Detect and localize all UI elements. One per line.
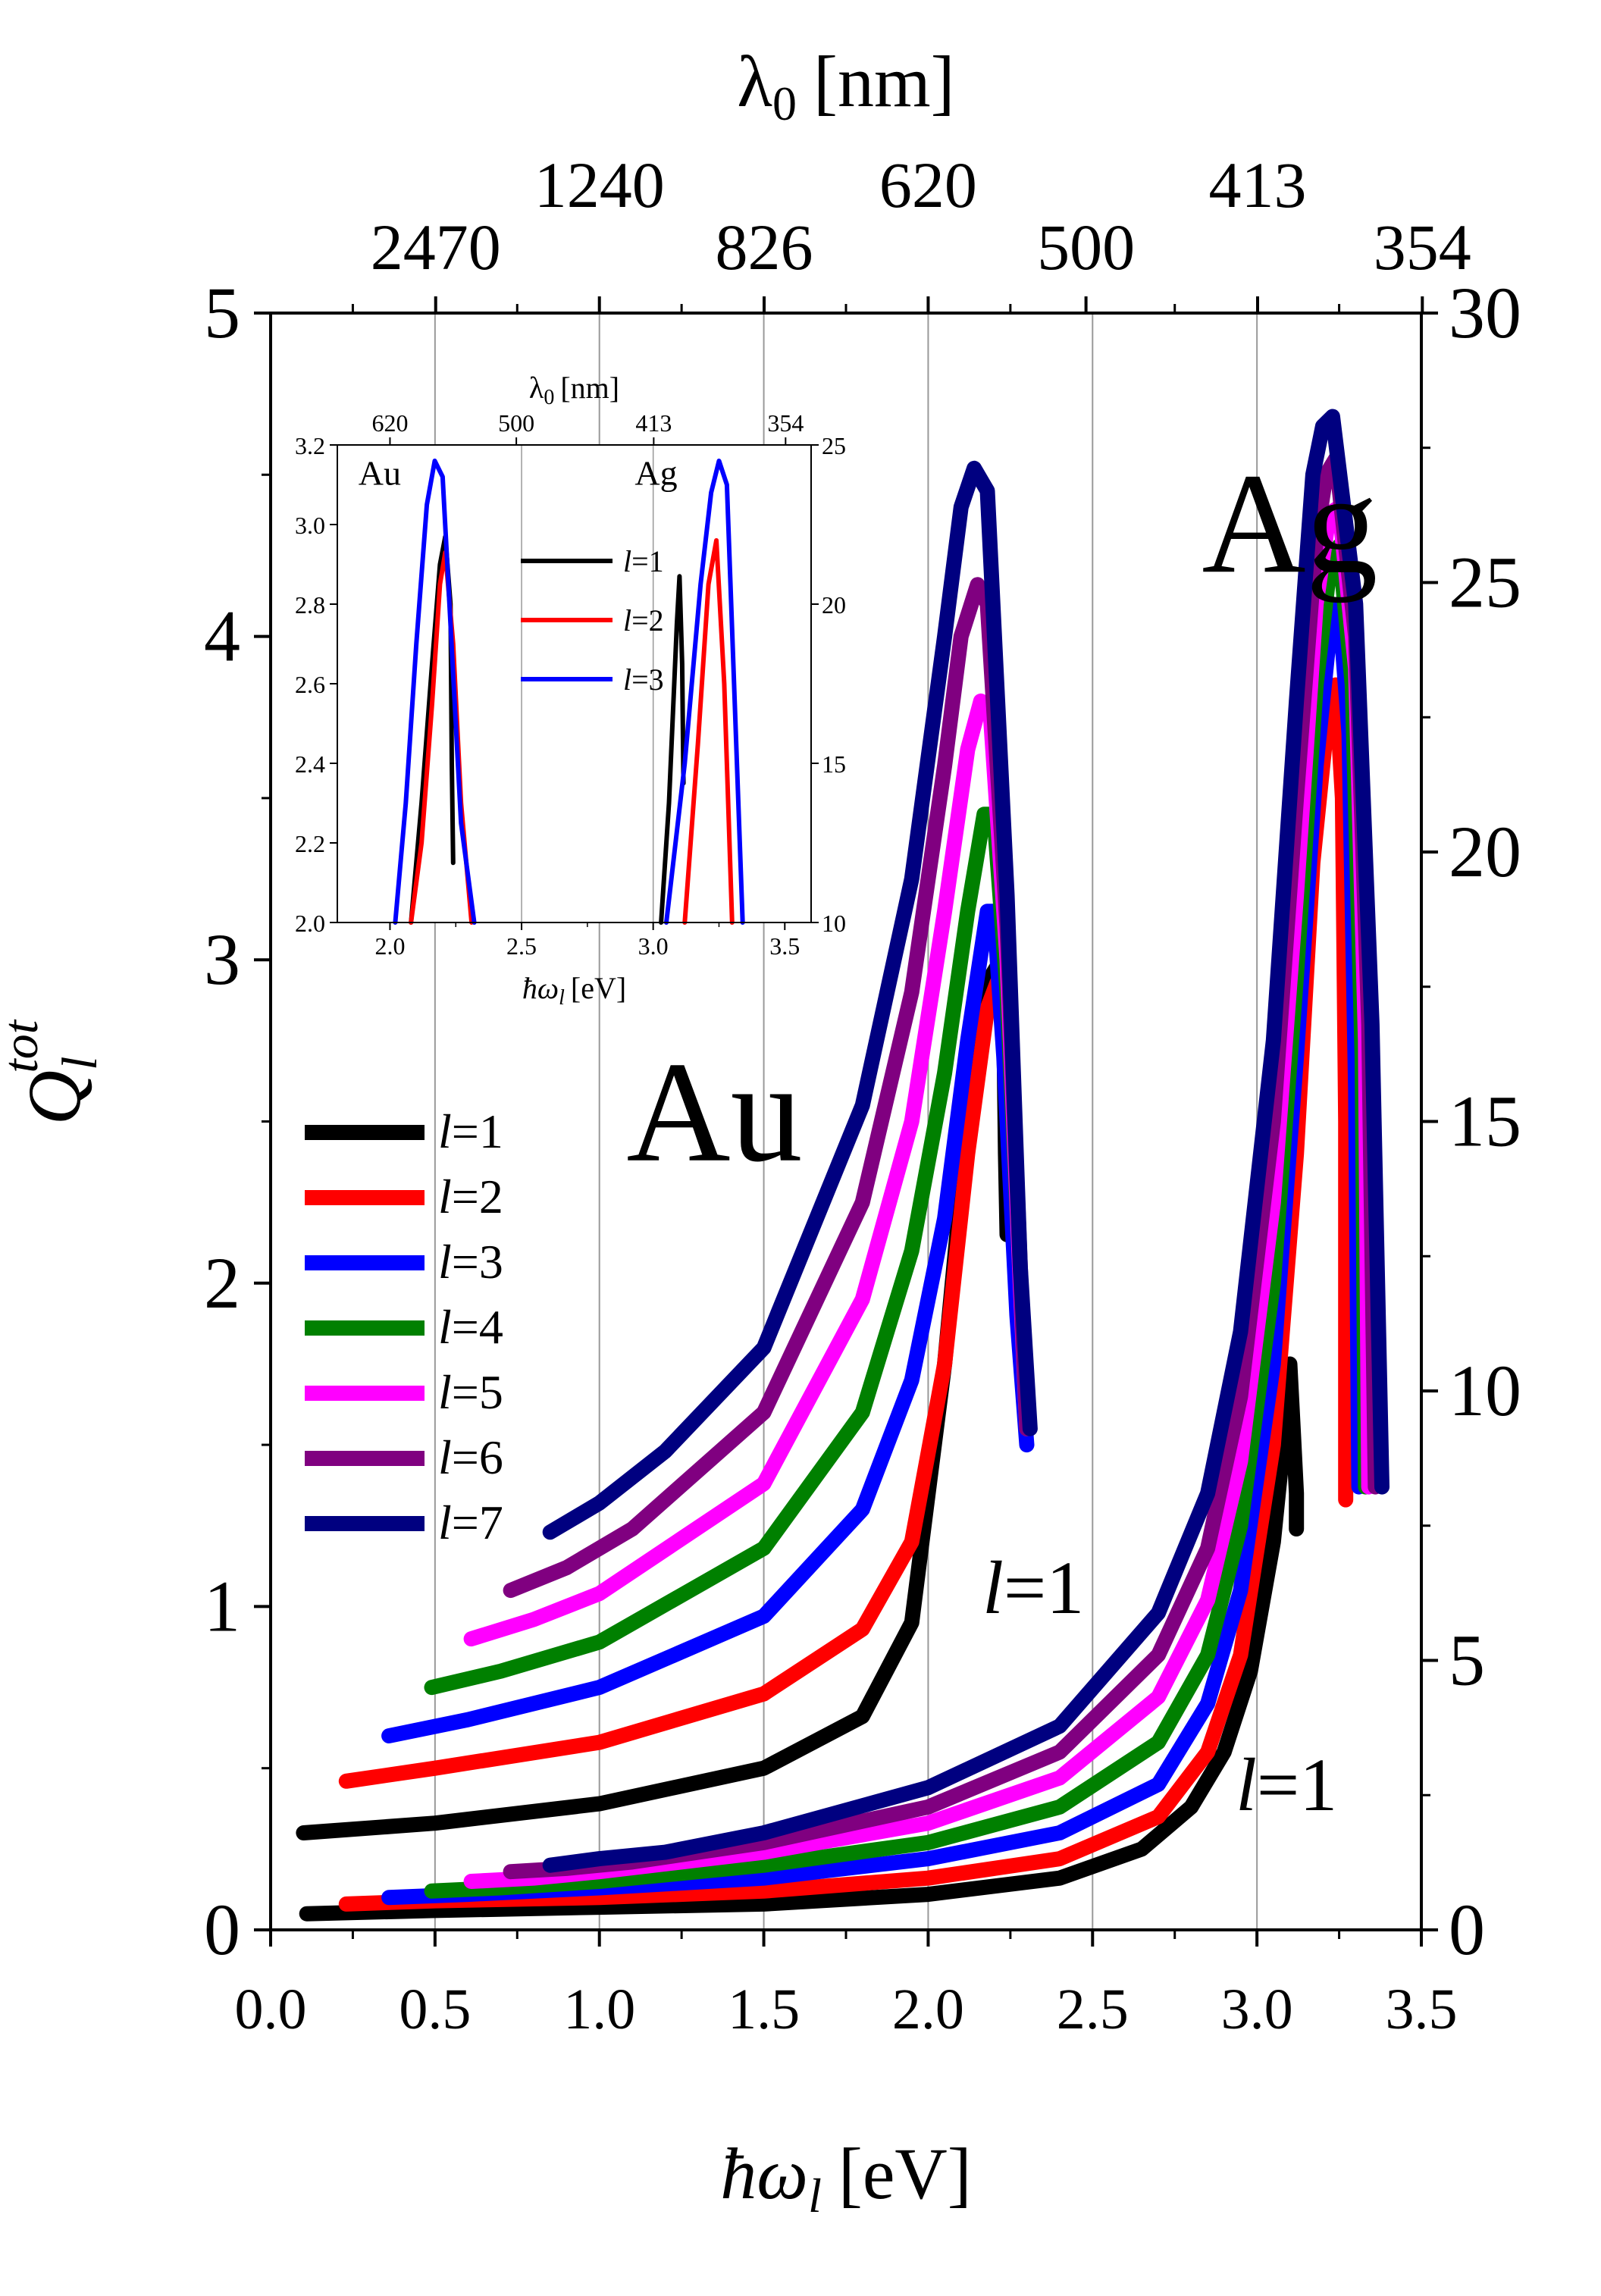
top-tick-label: 1240 [534, 149, 665, 221]
legend-label-l4: l=4 [438, 1300, 503, 1354]
inset-ag-series-l1 [659, 574, 686, 925]
top-tick-label: 826 [716, 211, 813, 283]
inset-grid [521, 445, 654, 922]
top-tick-label: 2470 [371, 211, 501, 283]
inset-y-left-tick-label: 2.6 [295, 671, 325, 698]
inset-chart: 2.0 2.5 3.0 3.5 2.0 2.2 2.4 2.6 2.8 3.0 3.2 10 15 20 2… [295, 371, 846, 1010]
ag-series-l7 [542, 409, 1390, 1873]
legend-label-l6: l=6 [438, 1430, 503, 1484]
y-right-tick-label: 30 [1449, 272, 1521, 353]
inset-ag-series-l2 [682, 538, 735, 925]
y-right-tick-label: 10 [1449, 1350, 1521, 1431]
inset-y-right-tick-label: 10 [822, 910, 846, 937]
inset-top-tick-label: 500 [498, 409, 534, 437]
main-annotations: Au Ag l=1 l=1 [626, 444, 1377, 1827]
annotation-l1: l=1 [982, 1546, 1084, 1630]
inset-annotations: Au Ag [359, 454, 678, 493]
top-tick-label: 354 [1374, 211, 1471, 283]
inset-y-right-tick-label: 25 [822, 432, 846, 459]
y-left-tick-label: 4 [204, 596, 240, 677]
inset-y-left-tick-label: 2.4 [295, 750, 325, 778]
inset-top-tick-label: 413 [635, 409, 672, 437]
y-axis-title: Qltot [0, 1019, 108, 1125]
inset-x-tick-label: 2.0 [374, 932, 405, 960]
inset-series [393, 459, 745, 925]
annotation-ag: Ag [1202, 444, 1377, 603]
y-left-tick-label: 2 [204, 1242, 240, 1323]
top-axis-title: λ0 [nm] [737, 41, 954, 130]
inset-annotation-au: Au [359, 454, 401, 493]
legend-label-l5: l=5 [438, 1365, 503, 1419]
y-left-tick-label: 3 [204, 919, 240, 1000]
inset-y-right-tick-label: 15 [822, 750, 846, 778]
au-series-l7 [542, 460, 1038, 1540]
y-right-tick-label: 20 [1449, 811, 1521, 892]
inset-x-axis-title: ħωl [eV] [522, 971, 626, 1010]
inset-annotation-ag: Ag [634, 454, 677, 493]
y-left-tick-label: 1 [204, 1565, 240, 1646]
y-right-tick-label: 0 [1449, 1889, 1485, 1970]
x-tick-label: 1.5 [728, 1978, 800, 2041]
inset-x-tick-label: 2.5 [506, 932, 537, 960]
inset-y-left-tick-label: 2.8 [295, 591, 325, 619]
x-tick-label: 1.0 [563, 1978, 635, 2041]
inset-x-tick-label: 3.5 [769, 932, 800, 960]
main-series [296, 409, 1390, 1922]
annotation-l1: l=1 [1236, 1743, 1337, 1827]
inset-x-tick-label: 3.0 [638, 932, 669, 960]
inset-ticks: 2.0 2.5 3.0 3.5 2.0 2.2 2.4 2.6 2.8 3.0 3.2 10 15 20 2… [295, 409, 846, 960]
legend-label-l1: l=1 [438, 1104, 503, 1158]
inset-top-tick-label: 354 [767, 409, 804, 437]
x-axis-title: ħωl [eV] [720, 2133, 971, 2222]
x-tick-label: 0.5 [399, 1978, 471, 2041]
annotation-au: Au [626, 1033, 802, 1192]
inset-y-left-tick-label: 2.2 [295, 830, 325, 857]
main-ticks: 0.0 0.5 1.0 1.5 2.0 2.5 3.0 3.5 0 1 2 3 4 5 0 5 10 15 20 25… [204, 149, 1521, 2041]
main-legend: l=1 l=2 l=3 l=4 l=5 l=6 l=7 [305, 1104, 503, 1549]
legend-label-l3: l=3 [438, 1235, 503, 1289]
inset-legend-label-l3: l=3 [623, 662, 664, 697]
y-right-tick-label: 25 [1449, 542, 1521, 623]
ag-series-l2 [338, 677, 1354, 1912]
inset-y-left-tick-label: 3.0 [295, 512, 325, 539]
inset-legend-label-l1: l=1 [623, 544, 664, 578]
x-tick-label: 2.0 [892, 1978, 964, 2041]
y-right-tick-label: 15 [1449, 1081, 1521, 1162]
legend-label-l7: l=7 [438, 1496, 503, 1549]
ag-series-l1 [299, 1356, 1305, 1922]
x-tick-label: 2.5 [1057, 1978, 1129, 2041]
legend-label-l2: l=2 [438, 1170, 503, 1223]
top-tick-label: 500 [1037, 211, 1135, 283]
inset-au-series-l1 [409, 534, 456, 925]
inset-y-left-tick-label: 3.2 [295, 432, 325, 459]
y-right-tick-label: 5 [1449, 1620, 1485, 1701]
inset-au-series-l3 [393, 459, 477, 925]
y-left-tick-label: 0 [204, 1889, 240, 1970]
inset-ag-series-l3 [664, 459, 745, 925]
inset-y-left-tick-label: 2.0 [295, 910, 325, 937]
x-tick-label: 3.0 [1221, 1978, 1293, 2041]
x-tick-label: 0.0 [235, 1978, 307, 2041]
inset-y-right-tick-label: 20 [822, 591, 846, 619]
top-tick-label: 413 [1209, 149, 1307, 221]
y-left-tick-label: 5 [204, 272, 240, 353]
top-tick-label: 620 [879, 149, 977, 221]
inset-top-tick-label: 620 [371, 409, 408, 437]
x-tick-label: 3.5 [1386, 1978, 1458, 2041]
inset-legend-label-l2: l=2 [623, 603, 664, 637]
inset-top-axis-title: λ0 [nm] [529, 371, 619, 409]
inset-legend: l=1 l=2 l=3 [521, 544, 664, 697]
